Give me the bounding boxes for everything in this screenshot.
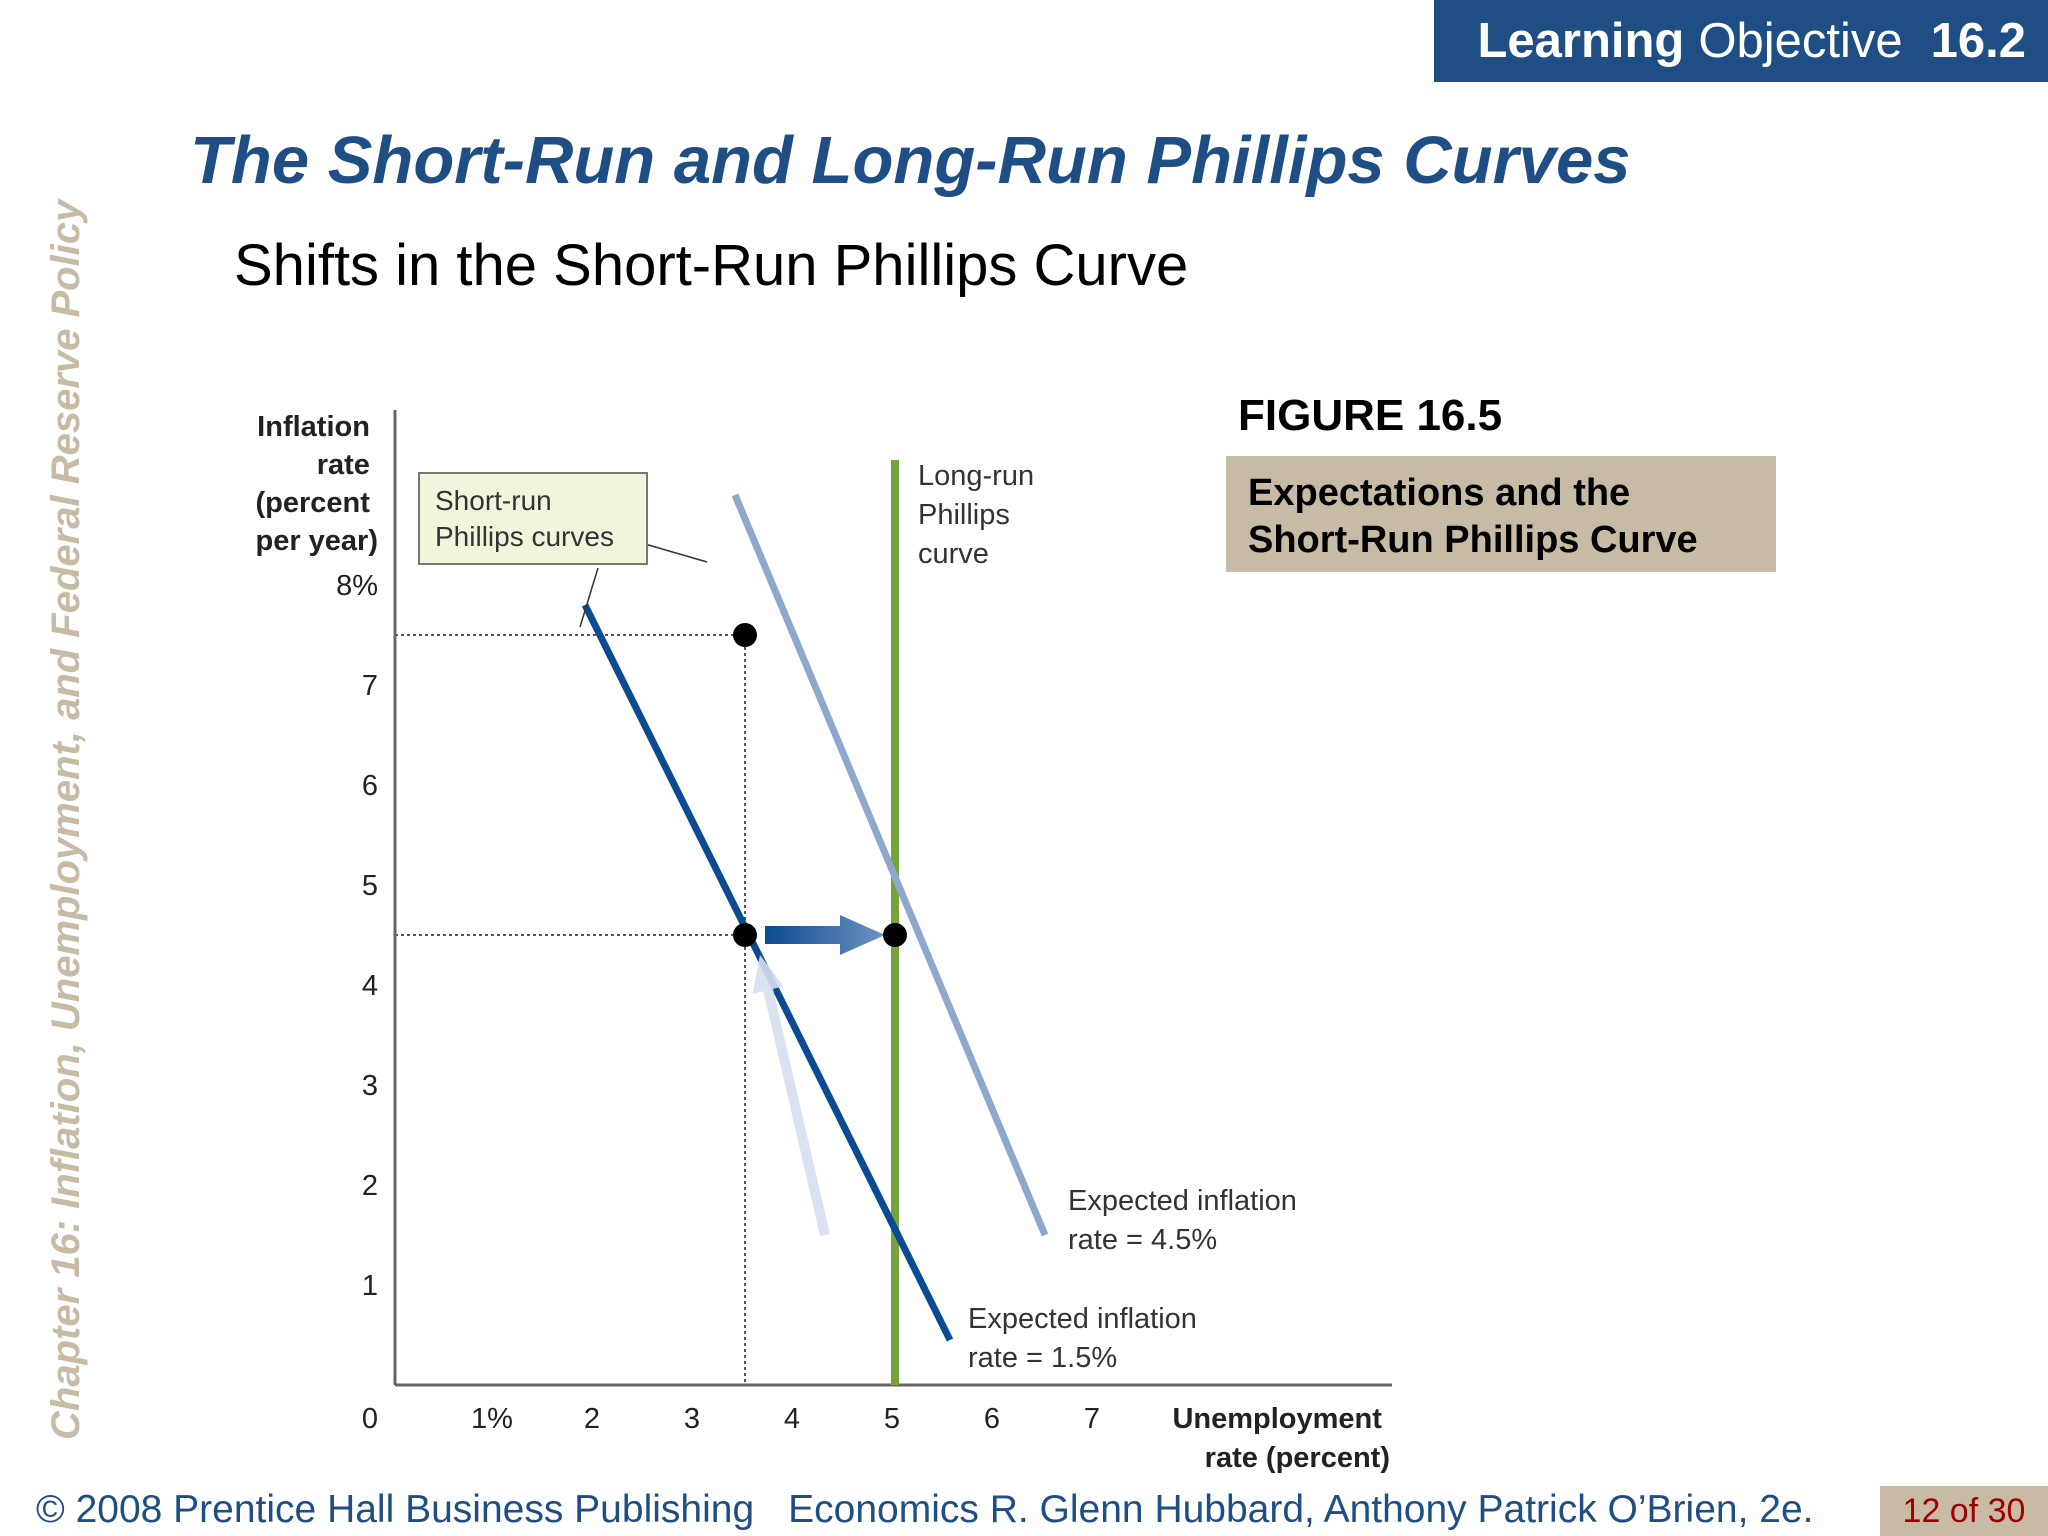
objective-number: 16.2 <box>1930 14 2026 68</box>
equilibrium-point <box>883 923 907 947</box>
page-number: 12 of 30 <box>1880 1486 2048 1536</box>
x-tick-label: 2 <box>584 1403 600 1435</box>
slide-title: The Short-Run and Long-Run Phillips Curv… <box>190 123 1631 198</box>
callout-text: Short-run Phillips curves <box>435 485 614 552</box>
equilibrium-point <box>733 923 757 947</box>
series-label-low: Expected inflation rate = 1.5% <box>968 1303 1205 1374</box>
footer-copyright: © 2008 Prentice Hall Business Publishing <box>36 1488 755 1531</box>
series-label-line: Expected inflation <box>1068 1185 1297 1217</box>
movement-arrow <box>752 955 830 1237</box>
objective-label: Objective <box>1698 14 1903 68</box>
footer-credits: © 2008 Prentice Hall Business Publishing… <box>36 1488 1813 1532</box>
callout-leader <box>579 567 599 628</box>
x-tick-label: 7 <box>1084 1403 1100 1435</box>
y-tick-label: 6 <box>362 770 378 802</box>
x-axis-label: Unemployment rate (percent) <box>1172 1403 1390 1474</box>
callout-line: Short-run <box>435 485 552 516</box>
y-axis-label-line: per year) <box>255 525 378 557</box>
x-tick-label: 5 <box>884 1403 900 1435</box>
long-run-label-line: Phillips <box>918 499 1010 531</box>
x-tick-label: 1% <box>471 1403 513 1435</box>
slide-subtitle: Shifts in the Short-Run Phillips Curve <box>234 233 1189 298</box>
callout-leader <box>644 543 708 563</box>
x-tick-label: 4 <box>784 1403 800 1435</box>
series-label-high: Expected inflation rate = 4.5% <box>1068 1185 1305 1256</box>
series-label-line: Expected inflation <box>968 1303 1197 1335</box>
series-label-line: rate = 4.5% <box>1068 1224 1217 1256</box>
y-axis-label-line: rate <box>317 449 370 481</box>
y-tick-label: 7 <box>362 670 378 702</box>
equilibrium-point <box>733 623 757 647</box>
series-label-line: rate = 1.5% <box>968 1342 1117 1374</box>
y-tick-label: 4 <box>362 970 378 1002</box>
y-tick-label: 5 <box>362 870 378 902</box>
x-tick-label: 3 <box>684 1403 700 1435</box>
long-run-label-line: curve <box>918 538 989 570</box>
y-tick-label: 2 <box>362 1170 378 1202</box>
shift-arrow <box>765 915 885 955</box>
long-run-label-line: Long-run <box>918 460 1034 492</box>
long-run-curve-label: Long-run Phillips curve <box>918 460 1042 570</box>
figure-caption-line: Expectations and the <box>1248 472 1631 514</box>
callout-box <box>418 472 648 565</box>
figure-caption-line: Short-Run Phillips Curve <box>1248 519 1698 561</box>
x-axis-label-line: rate (percent) <box>1205 1442 1390 1474</box>
figure-label: FIGURE 16.5 <box>1238 391 1503 440</box>
y-tick-label: 1 <box>362 1270 378 1302</box>
phillips-curve-chart: Inflation rate (percent per year) Unempl… <box>255 410 1392 1474</box>
origin-label: 0 <box>362 1403 378 1435</box>
y-axis-label-line: (percent <box>256 487 371 519</box>
short-run-callout: Short-run Phillips curves <box>418 472 708 628</box>
figure-caption: Expectations and the Short-Run Phillips … <box>1226 456 1776 572</box>
x-axis-label-line: Unemployment <box>1172 1403 1382 1435</box>
y-tick-label: 8% <box>336 570 378 602</box>
short-run-curve-4-5 <box>731 493 1049 1237</box>
y-axis-label-line: Inflation <box>257 411 370 443</box>
learning-label: Learning <box>1477 14 1685 68</box>
y-axis-label: Inflation rate (percent per year) <box>255 411 378 557</box>
y-tick-label: 3 <box>362 1070 378 1102</box>
learning-objective-badge: Learning Objective 16.2 <box>1434 0 2048 82</box>
callout-line: Phillips curves <box>435 521 614 552</box>
footer-book: Economics R. Glenn Hubbard, Anthony Patr… <box>788 1488 1814 1531</box>
x-tick-label: 6 <box>984 1403 1000 1435</box>
